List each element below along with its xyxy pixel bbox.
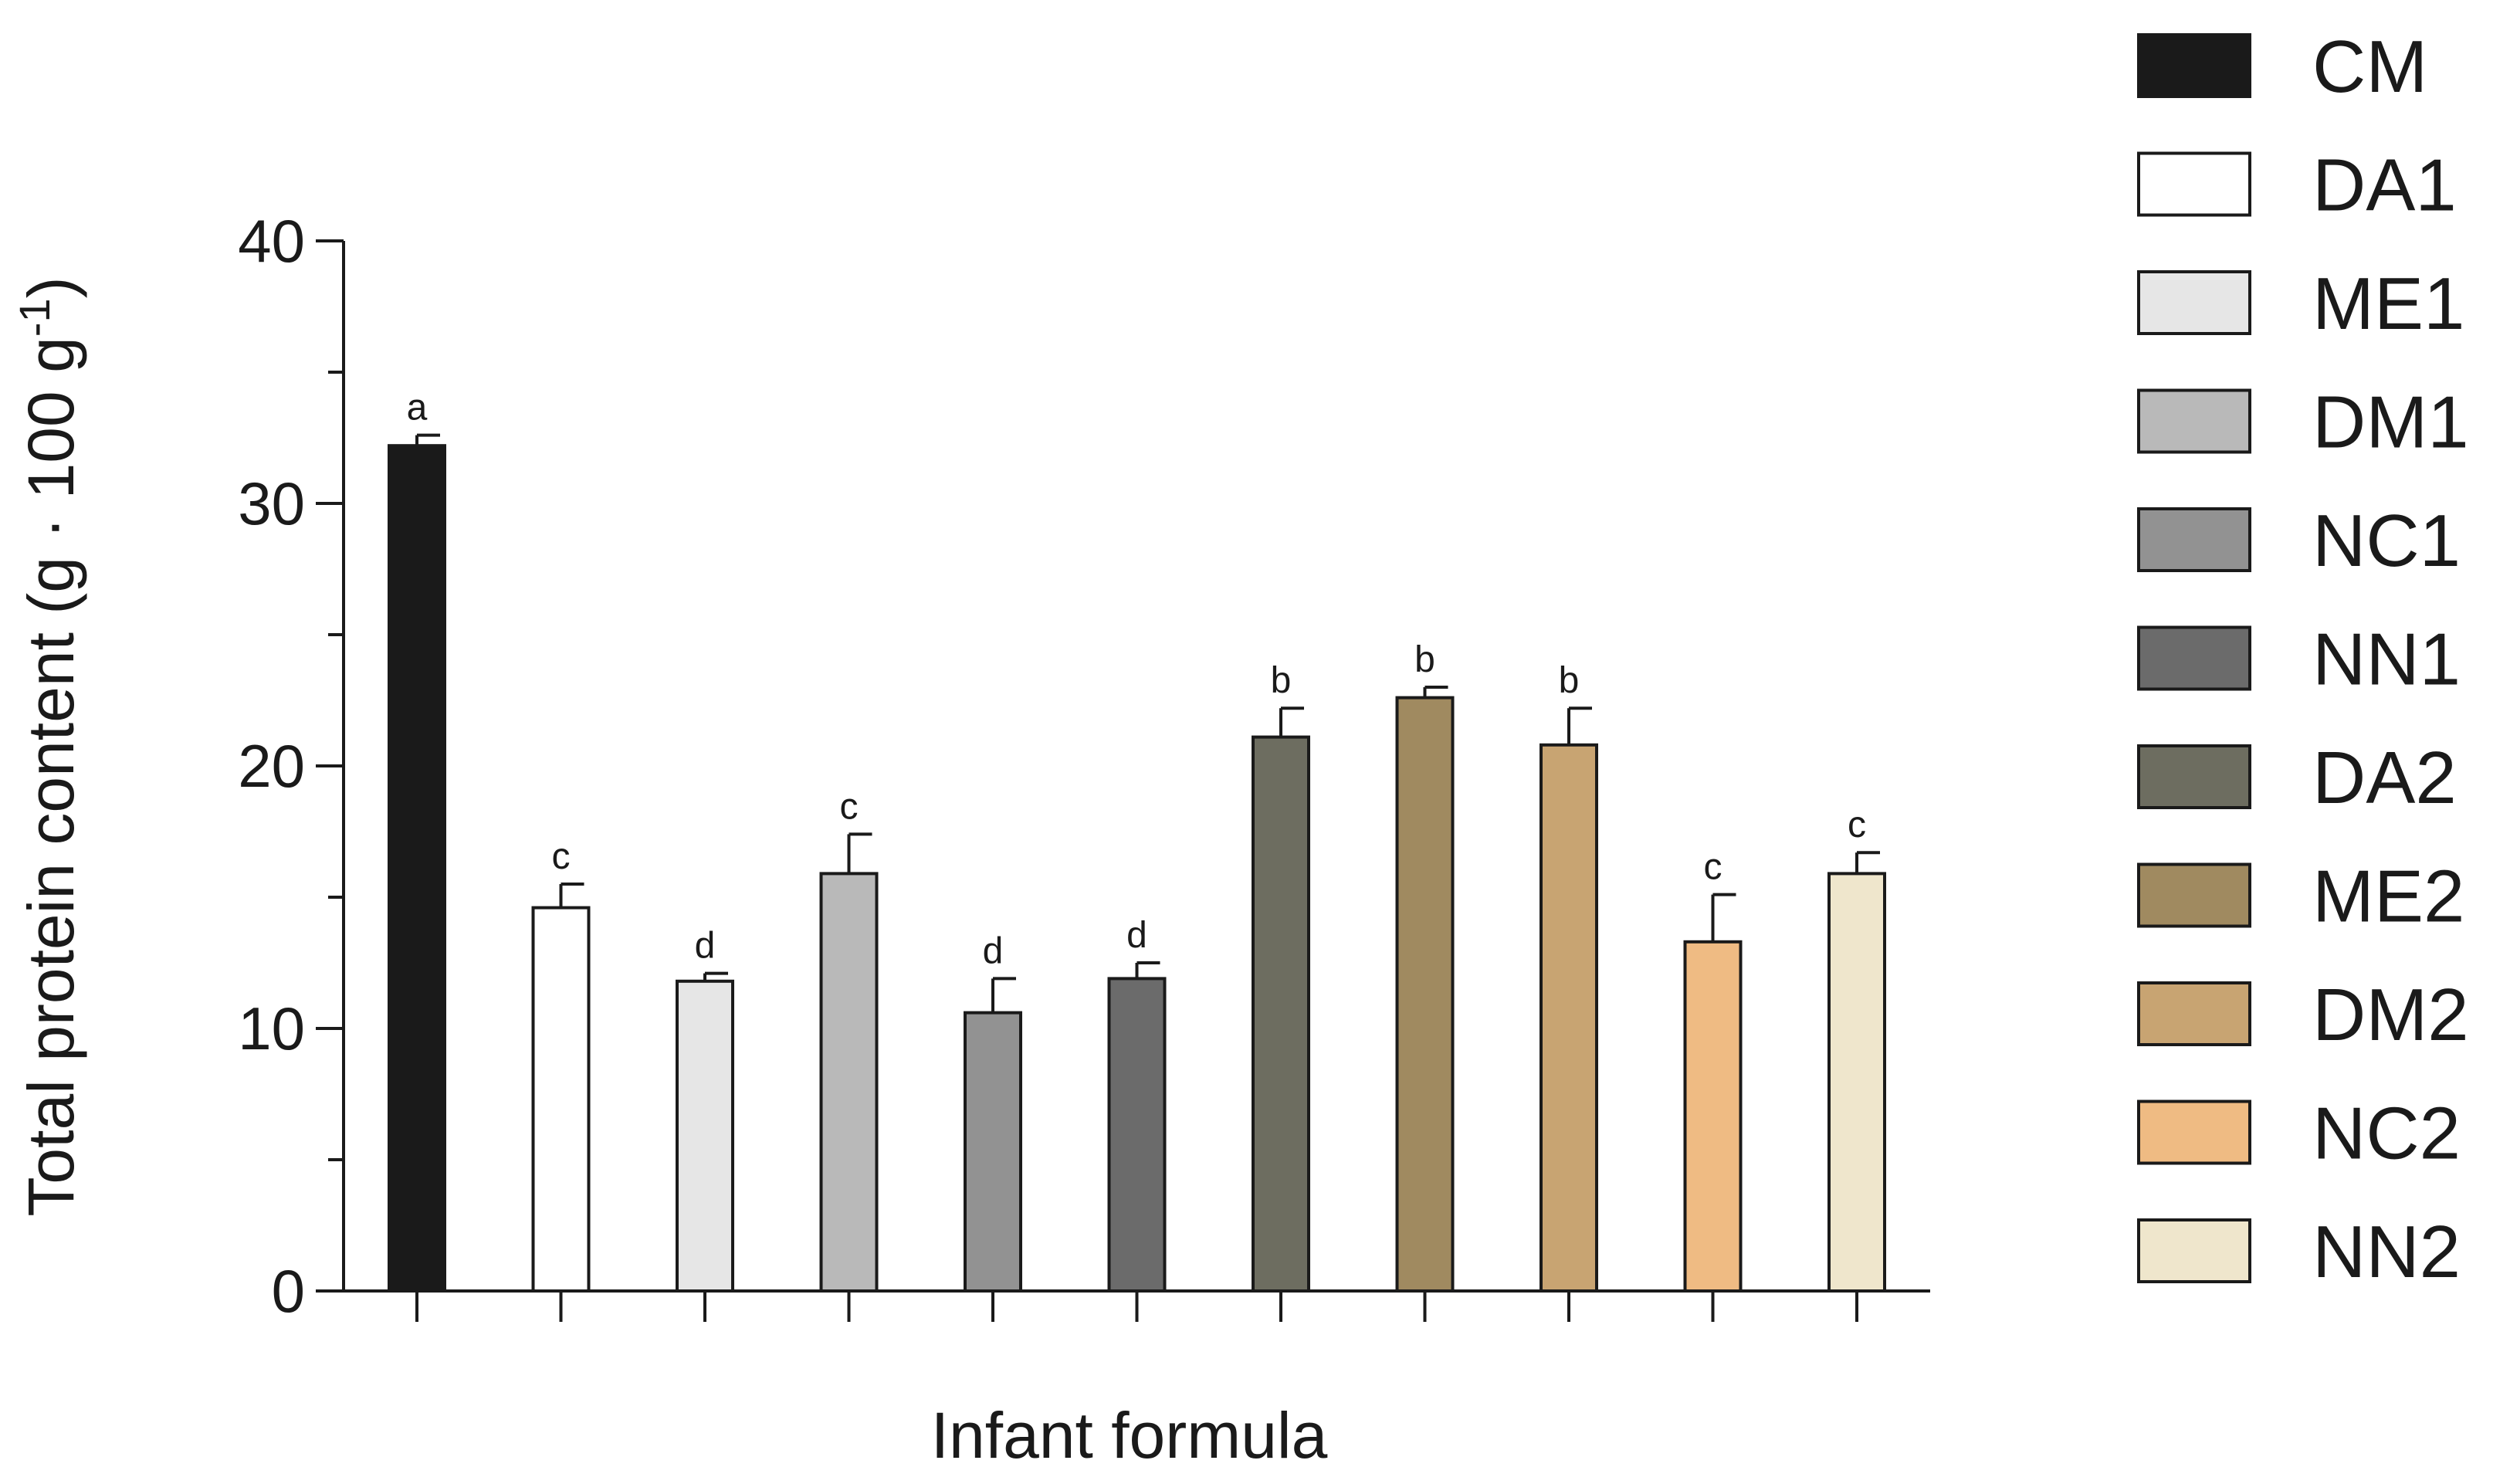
legend-item-ME1: ME1 <box>2137 263 2464 345</box>
bar-DM1 <box>819 872 879 1293</box>
significance-label-NN2: c <box>1848 805 1866 845</box>
y-axis-title: Total protein content (g · 100 g-1) <box>10 276 88 1216</box>
legend-item-NC2: NC2 <box>2137 1093 2461 1175</box>
legend-swatch-ME2 <box>2137 862 2251 928</box>
legend-swatch-DA1 <box>2137 151 2251 217</box>
significance-label-DA1: c <box>552 836 571 877</box>
y-axis-title-close: ) <box>15 276 87 298</box>
legend-label-ME2: ME2 <box>2312 856 2464 938</box>
bars: a c d c d d b b b c c <box>388 388 1886 1293</box>
significance-label-ME2: b <box>1414 639 1435 680</box>
legend-item-DM2: DM2 <box>2137 974 2469 1056</box>
legend-item-NN1: NN1 <box>2137 618 2461 701</box>
legend-item-ME2: ME2 <box>2137 856 2464 938</box>
legend-swatch-DM1 <box>2137 388 2251 454</box>
legend-label-NC1: NC1 <box>2312 500 2461 582</box>
bar-ME2 <box>1395 696 1455 1293</box>
legend-item-CM: CM <box>2137 25 2427 108</box>
legend-item-NN2: NN2 <box>2137 1211 2461 1293</box>
legend-swatch-NC2 <box>2137 1099 2251 1165</box>
legend-label-ME1: ME1 <box>2312 263 2464 345</box>
bar-NN1 <box>1107 977 1167 1293</box>
y-axis-title-text: Total protein content (g · 100 g <box>15 337 87 1216</box>
bar-NN2 <box>1827 872 1886 1293</box>
legend-label-DM1: DM1 <box>2312 381 2469 464</box>
bar-ME1 <box>676 979 734 1293</box>
y-ticks: 0 10 20 30 40 <box>238 207 344 1325</box>
legend-swatch-DA2 <box>2137 744 2251 809</box>
legend-item-NC1: NC1 <box>2137 500 2461 582</box>
y-tick-label: 30 <box>238 469 305 537</box>
legend-swatch-DM2 <box>2137 981 2251 1046</box>
bar-DM2 <box>1540 743 1598 1293</box>
legend-label-DA2: DA2 <box>2312 737 2457 819</box>
significance-label-NC1: d <box>983 930 1004 971</box>
significance-label-DM2: b <box>1559 660 1580 701</box>
legend: CM DA1 ME1 DM1 NC1 NN1 DA2 ME2 DM2 NC2 NN2 <box>2137 25 2469 1293</box>
legend-label-NN1: NN1 <box>2312 618 2461 701</box>
bar-DA2 <box>1252 735 1310 1293</box>
bar-NC1 <box>964 1011 1022 1293</box>
legend-item-DA2: DA2 <box>2137 737 2457 819</box>
significance-label-DA2: b <box>1271 660 1292 701</box>
bar-CM <box>388 444 446 1293</box>
y-tick-label: 40 <box>238 207 305 275</box>
legend-swatch-NN1 <box>2137 625 2251 691</box>
bar-NC2 <box>1683 940 1743 1293</box>
legend-item-DM1: DM1 <box>2137 381 2469 464</box>
y-axis-title-superscript: -1 <box>10 298 59 337</box>
y-tick-label: 0 <box>272 1257 305 1325</box>
significance-label-NN1: d <box>1126 915 1147 956</box>
legend-label-NC2: NC2 <box>2312 1093 2461 1175</box>
significance-label-NC2: c <box>1704 847 1722 888</box>
legend-swatch-CM <box>2137 33 2251 98</box>
significance-label-CM: a <box>407 388 428 429</box>
x-ticks <box>415 1291 1858 1322</box>
legend-label-NN2: NN2 <box>2312 1211 2461 1293</box>
legend-label-CM: CM <box>2312 25 2427 108</box>
legend-label-DM2: DM2 <box>2312 974 2469 1056</box>
legend-label-DA1: DA1 <box>2312 144 2457 227</box>
x-axis-title: Infant formula <box>931 1399 1328 1472</box>
legend-swatch-ME1 <box>2137 270 2251 335</box>
bar-DA1 <box>531 906 591 1293</box>
legend-swatch-NC1 <box>2137 507 2251 572</box>
y-tick-label: 20 <box>238 732 305 800</box>
legend-item-DA1: DA1 <box>2137 144 2457 227</box>
y-tick-label: 10 <box>238 994 305 1062</box>
significance-label-DM1: c <box>840 786 859 827</box>
significance-label-ME1: d <box>695 926 716 967</box>
legend-swatch-NN2 <box>2137 1218 2251 1283</box>
